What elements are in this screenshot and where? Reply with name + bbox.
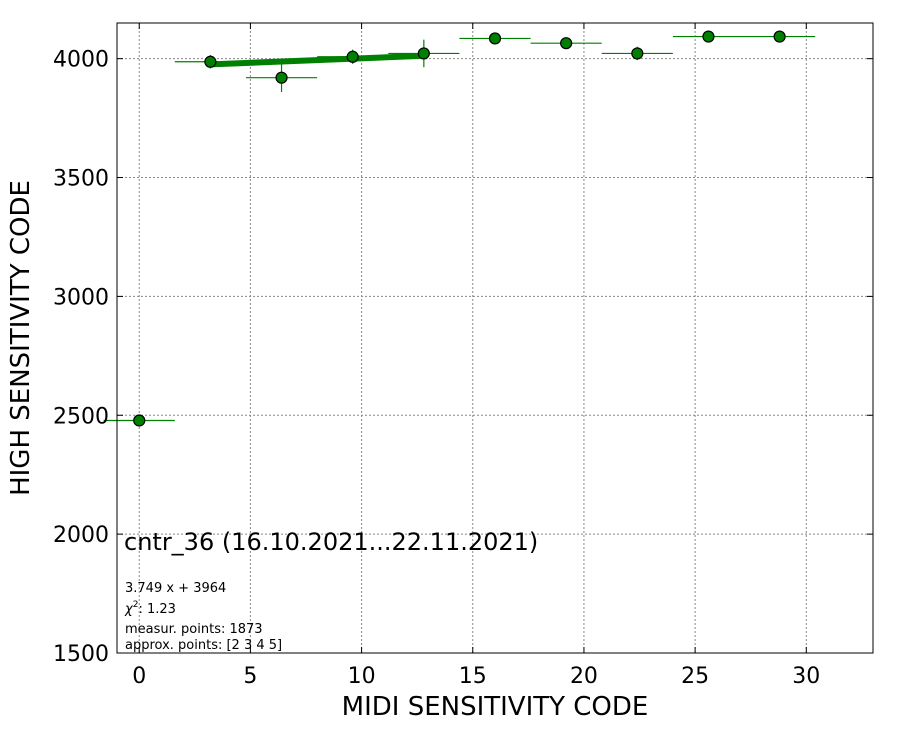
y-tick-label: 3000	[53, 285, 109, 310]
y-tick-label: 4000	[53, 48, 109, 73]
data-point	[488, 32, 502, 45]
data-point	[773, 30, 786, 43]
y-tick-label: 3500	[53, 167, 109, 192]
x-tick-label: 10	[348, 664, 376, 689]
error-bars	[103, 35, 816, 422]
chi2-symbol: χ	[124, 602, 134, 617]
annotation-equation: 3.749 x + 3964	[125, 581, 226, 596]
annotation-chi2: χ2: 1.23	[124, 600, 176, 617]
y-axis-label: HIGH SENSITIVITY CODE	[6, 180, 36, 496]
data-point	[133, 414, 146, 427]
x-tick-label: 0	[132, 664, 146, 689]
y-tick-label: 2500	[53, 404, 109, 429]
data-point	[204, 55, 217, 68]
annotation-title: cntr_36 (16.10.2021...22.11.2021)	[124, 528, 538, 556]
y-tick-label: 1500	[53, 642, 109, 667]
chi2-value: : 1.23	[138, 602, 175, 617]
data-point	[631, 47, 644, 60]
x-tick-label: 15	[459, 664, 487, 689]
x-tick-label: 20	[570, 664, 598, 689]
data-point	[346, 50, 359, 63]
y-tick-label: 2000	[53, 523, 109, 548]
data-point	[702, 30, 715, 43]
ticks	[117, 23, 873, 654]
x-tick-label: 5	[243, 664, 257, 689]
annotation-measur-points: measur. points: 1873	[125, 622, 263, 637]
chi2-exponent: 2	[133, 600, 139, 610]
data-point	[560, 37, 573, 50]
data-point	[417, 47, 430, 60]
grid	[117, 23, 873, 654]
data-point	[275, 71, 288, 84]
data-points	[133, 30, 786, 427]
plot-frame	[116, 22, 874, 654]
x-tick-label: 30	[792, 664, 820, 689]
annotation-approx-points: approx. points: [2 3 4 5]	[125, 638, 282, 653]
x-axis-label: MIDI SENSITIVITY CODE	[342, 692, 649, 722]
x-tick-label: 25	[681, 664, 709, 689]
tick-labels: 0 5 10 15 20 25 30 1500 2000 2500 3000 3500 4000	[53, 48, 820, 689]
